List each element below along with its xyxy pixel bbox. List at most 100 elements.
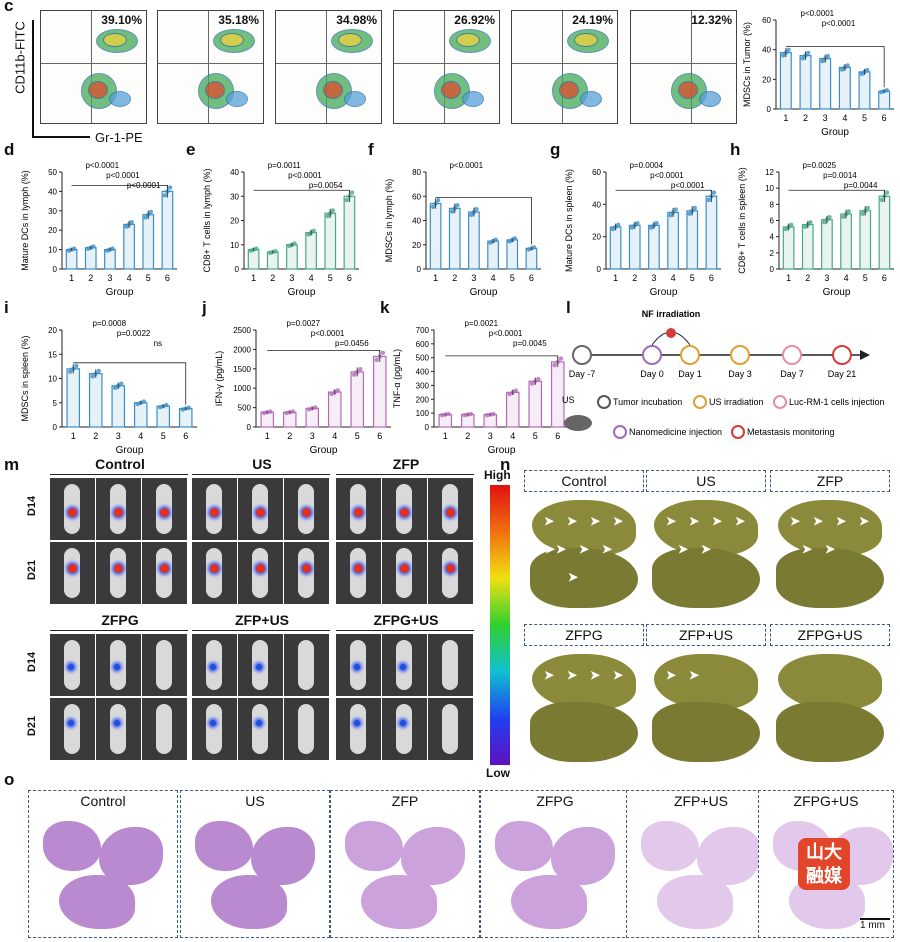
data-point: [845, 63, 850, 68]
flow-x-arrow: [32, 136, 90, 138]
data-point: [349, 190, 355, 195]
y-tick-label: 60: [592, 168, 601, 177]
data-point: [711, 190, 717, 195]
data-point: [351, 372, 357, 377]
data-point: [141, 399, 147, 404]
x-tick-label: 1: [783, 113, 788, 123]
panel-label-k: k: [380, 298, 390, 317]
gate-percentage: 35.18%: [218, 13, 259, 27]
bioluminescence-signal: [354, 664, 360, 670]
lung-lobe-upper: [778, 654, 882, 710]
x-tick-label: 6: [555, 431, 560, 441]
data-point: [72, 246, 77, 251]
data-point: [292, 241, 297, 246]
imaging-group-title: ZFP+US: [234, 612, 290, 628]
data-point: [865, 67, 870, 73]
y-tick-label: 30: [230, 192, 239, 201]
group-title-underline: [50, 474, 188, 475]
metastasis-arrow-icon: ➤: [613, 668, 624, 682]
tissue-piece: [511, 875, 587, 929]
panel-label-d: d: [4, 140, 15, 159]
metastasis-arrow-icon: ➤: [590, 668, 601, 682]
bar: [123, 223, 135, 270]
he-group-title: ZFPG: [536, 793, 574, 809]
gate-vertical: [91, 11, 92, 123]
mouse-body: [298, 548, 314, 598]
us-label: US: [562, 395, 575, 405]
significance-label: p=0.0025: [802, 161, 836, 170]
y-tick-label: 15: [48, 350, 57, 359]
data-point: [74, 363, 79, 369]
y-tick-label: 200: [416, 395, 430, 404]
x-axis-label: Group: [488, 445, 516, 456]
mouse-body: [64, 548, 80, 598]
bioluminescence-signal: [354, 564, 363, 573]
bar: [429, 202, 442, 270]
bar: [111, 385, 126, 428]
bioluminescence-signal: [68, 720, 74, 726]
significance-bracket: [73, 362, 187, 405]
timeline-day-label: Day -7: [569, 369, 596, 379]
y-axis-label: Mature DCs in lymph (%): [20, 170, 30, 271]
data-point: [129, 219, 134, 225]
bar: [327, 391, 342, 428]
significance-label: p<0.0001: [671, 181, 705, 190]
contour-blob: [574, 33, 598, 47]
lung-lobe-upper: [532, 500, 636, 556]
data-point: [884, 88, 890, 93]
tissue-piece: [211, 875, 287, 929]
metastasis-arrow-icon: ➤: [545, 542, 556, 556]
legend-marker: [613, 425, 627, 439]
data-point: [358, 366, 363, 372]
x-tick-label: 3: [488, 431, 493, 441]
bar: [305, 232, 317, 270]
x-tick-label: 4: [138, 431, 143, 441]
bioluminescence-signal: [400, 508, 409, 517]
mouse-image: [382, 698, 427, 760]
y-tick-label: 700: [416, 326, 430, 335]
lung-lobe-upper: [654, 500, 758, 556]
legend-label: Nanomedicine injection: [629, 427, 722, 437]
mouse-body: [350, 548, 366, 598]
metastasis-arrow-icon: ➤: [567, 514, 578, 528]
y-tick-label: 12: [765, 168, 774, 177]
scale-bar: [860, 918, 890, 920]
panel-label-o: o: [4, 770, 15, 789]
y-tick-label: 0: [53, 265, 58, 274]
x-tick-label: 4: [844, 273, 849, 283]
metastasis-arrow-icon: ➤: [712, 514, 723, 528]
timeline-node: [782, 345, 802, 365]
bar: [324, 212, 337, 270]
bioluminescence-signal: [302, 508, 311, 517]
bar: [819, 57, 832, 110]
lung-lobe-lower: [530, 548, 638, 608]
mouse-image: [284, 634, 329, 696]
x-axis-label: Group: [470, 287, 498, 298]
x-tick-label: 3: [289, 273, 294, 283]
imaging-group-title: ZFP: [392, 456, 420, 472]
gate-vertical: [444, 11, 445, 123]
significance-bracket: [785, 46, 885, 88]
legend-label: Metastasis monitoring: [747, 427, 835, 437]
y-tick-label: 40: [762, 46, 771, 55]
y-tick-label: 50: [48, 168, 57, 177]
x-axis-label: Group: [116, 445, 144, 456]
metastasis-arrow-icon: ➤: [802, 542, 813, 556]
lung-group-title: ZFP: [770, 470, 890, 492]
group-title-underline: [192, 630, 330, 631]
mouse-body: [350, 704, 366, 754]
data-point: [786, 47, 791, 53]
mouse-image: [50, 634, 95, 696]
lung-group-title: ZFPG: [524, 624, 644, 646]
contour-blob: [456, 33, 480, 47]
he-section: ZFP+US: [626, 790, 776, 938]
x-tick-label: 4: [309, 273, 314, 283]
bar: [821, 219, 833, 270]
significance-label: p=0.0027: [286, 319, 320, 328]
mouse-image: [284, 542, 329, 604]
metastasis-arrow-icon: ➤: [790, 514, 801, 528]
y-axis-label: IFN-γ (pg/mL): [214, 351, 224, 407]
metastasis-arrow-icon: ➤: [825, 542, 836, 556]
metastasis-arrow-icon: ➤: [689, 668, 700, 682]
